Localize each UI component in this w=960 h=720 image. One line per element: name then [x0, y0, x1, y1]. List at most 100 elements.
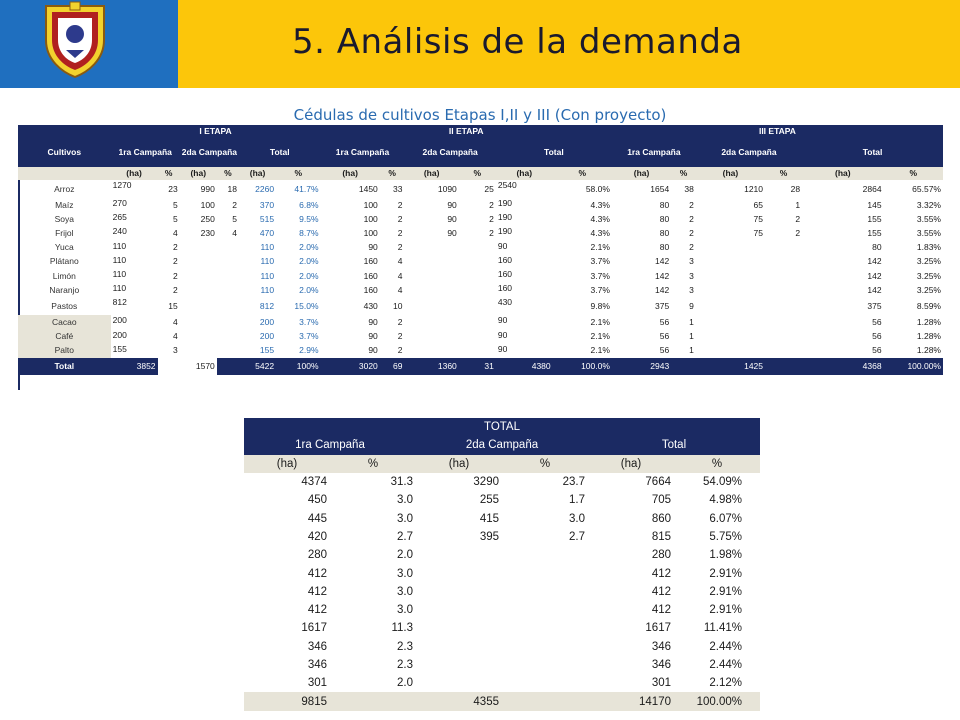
university-crest-logo	[45, 1, 105, 78]
table-cell	[696, 330, 765, 344]
summary-cell: 815	[651, 530, 671, 543]
table-cell: 2.0%	[299, 256, 319, 267]
summary-cell: 3290	[473, 476, 499, 489]
unit-header: (ha)	[588, 454, 674, 473]
stage-header: III ETAPA	[611, 125, 943, 137]
campaign-header: 1ra Campaña	[611, 137, 696, 167]
summary-cell: 412	[307, 585, 327, 598]
summary-cell: 1.98%	[709, 549, 742, 562]
table-cell: 4.3%	[590, 199, 610, 210]
table-cell: 90	[368, 331, 378, 342]
table-cell: 65	[753, 199, 764, 210]
unit-header: %	[883, 167, 943, 180]
table-cell: 5	[173, 199, 178, 210]
table-cell	[459, 344, 496, 358]
table-cell	[217, 255, 239, 269]
table-cell: 4	[232, 227, 238, 238]
table-row: Yuca 110 2 110 2.0% 90 2 90 2.1% 80 2 80 1.83%	[18, 241, 943, 255]
table-cell: 1210	[744, 183, 764, 194]
crop-schedule-table: I ETAPA II ETAPA III ETAPA Cultivos 1ra …	[18, 125, 943, 375]
table-cell: 80	[659, 213, 670, 224]
table-cell	[404, 330, 458, 344]
unit-header: %	[276, 167, 321, 180]
table-cell: 812	[259, 300, 275, 311]
summary-cell: 5.75%	[709, 530, 742, 543]
unit-header: %	[671, 167, 696, 180]
table-cell: 1	[689, 316, 694, 327]
table-cell: 23	[168, 183, 178, 194]
total-cell: 3852	[110, 357, 158, 375]
table-cell: 56	[872, 345, 882, 356]
table-cell: 90	[447, 213, 457, 224]
table-cell: 3.7%	[590, 270, 610, 281]
table-cell	[765, 241, 802, 255]
table-cell: 80	[659, 227, 670, 238]
summary-cell: 420	[307, 530, 327, 543]
table-cell: 430	[497, 297, 513, 308]
summary-title: TOTAL	[244, 418, 760, 437]
summary-cell: 3.0	[397, 567, 413, 580]
table-cell: 430	[363, 300, 378, 311]
table-cell	[459, 241, 496, 255]
summary-cell: 1.7	[569, 494, 585, 507]
summary-cell: 11.41%	[703, 622, 742, 635]
unit-header: %	[458, 167, 496, 180]
table-cell	[217, 269, 239, 283]
table-cell: 100	[200, 199, 215, 210]
summary-cell: 860	[651, 512, 671, 525]
table-row: Arroz 1270 23 990 18 2260 41.7% 1450 33 1090 25 254…	[18, 180, 943, 198]
total-cell: 1425	[695, 357, 766, 375]
summary-cell	[416, 619, 502, 637]
table-cell: 4.3%	[590, 213, 610, 224]
table-cell: 41.7%	[294, 183, 319, 194]
table-row: Maíz 270 5 100 2 370 6.8% 100 2 90 2 190 4.3% 80 2 65 1 1…	[18, 198, 943, 212]
table-cell: 2	[689, 227, 694, 238]
table-cell: 142	[655, 284, 670, 295]
table-cell: 4	[397, 270, 403, 281]
table-cell: 75	[753, 213, 764, 224]
campaign-header-row: Cultivos 1ra Campaña 2da Campaña Total 1…	[18, 137, 943, 167]
table-cell	[180, 297, 217, 315]
table-cell	[696, 297, 765, 315]
table-cell: 270	[112, 198, 127, 208]
blank-cell	[18, 167, 111, 180]
summary-cell: 2.3	[397, 659, 413, 671]
table-cell: 3.55%	[916, 227, 941, 238]
table-cell: 2	[397, 227, 403, 238]
table-cell: 3.25%	[916, 284, 941, 295]
table-cell	[765, 269, 802, 283]
summary-cell: 7664	[645, 476, 671, 489]
summary-cell: 705	[651, 494, 671, 507]
table-cell: 190	[497, 198, 513, 208]
total-cell	[671, 357, 696, 375]
table-cell: 110	[260, 256, 275, 267]
unit-header: %	[765, 167, 803, 180]
total-row: Total 3852 1570 5422 100% 3020 69 1360 31 4380 10…	[18, 357, 943, 375]
summary-cell: 54.09%	[702, 476, 742, 489]
table-cell	[459, 297, 496, 315]
campaign-header: Total	[802, 137, 943, 167]
table-cell: 155	[867, 213, 882, 224]
total-cell: 31	[458, 357, 496, 375]
table-cell: 3	[689, 256, 694, 267]
table-cell: 3.7%	[590, 256, 610, 267]
summary-cell: 3.0	[569, 512, 585, 525]
total-cell: 69	[379, 357, 405, 375]
summary-cell: 280	[651, 549, 671, 562]
table-cell	[404, 315, 458, 329]
table-cell: 200	[112, 329, 127, 340]
table-cell	[765, 297, 802, 315]
table-cell: 2	[795, 227, 801, 238]
table-cell: 515	[259, 213, 275, 224]
table-cell	[765, 255, 802, 269]
table-cell: 2540	[497, 180, 517, 190]
crop-name: Yuca	[54, 242, 74, 253]
table-cell: 15.0%	[294, 300, 319, 311]
summary-row: 346 2.3 346 2.44%	[244, 638, 760, 656]
table-cell	[459, 283, 496, 297]
summary-cell: 412	[651, 585, 671, 598]
table-cell: 4	[173, 227, 178, 238]
table-cell: 2.0%	[299, 270, 319, 281]
table-cell: 90	[368, 345, 378, 356]
unit-header: %	[674, 454, 760, 473]
